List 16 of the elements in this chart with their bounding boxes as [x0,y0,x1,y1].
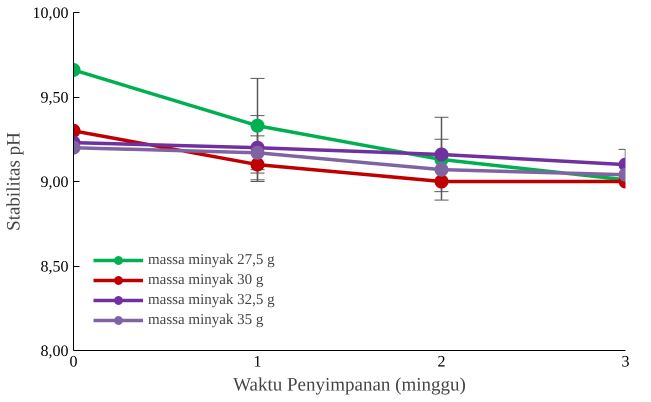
y-axis-title: Stabilitas pH [4,132,24,231]
y-tick-label: 10,00 [32,5,68,22]
x-tick-label: 1 [254,354,262,370]
y-tick-label: 9,50 [40,90,68,106]
legend-label: massa minyak 27,5 g [148,251,275,269]
x-tick-label: 3 [622,354,630,370]
y-tick-label: 9,00 [40,174,68,191]
x-tick-label: 2 [438,354,446,370]
legend-label: massa minyak 32,5 g [148,291,275,309]
x-tick-label: 0 [70,354,78,370]
x-axis-title: Waktu Penyimpanan (minggu) [233,374,466,396]
y-tick-label: 8,50 [40,258,68,276]
y-tick-label: 8,00 [40,343,68,360]
legend-label: massa minyak 35 g [148,311,264,329]
legend-label: massa minyak 30 g [148,271,264,289]
point [250,118,264,133]
